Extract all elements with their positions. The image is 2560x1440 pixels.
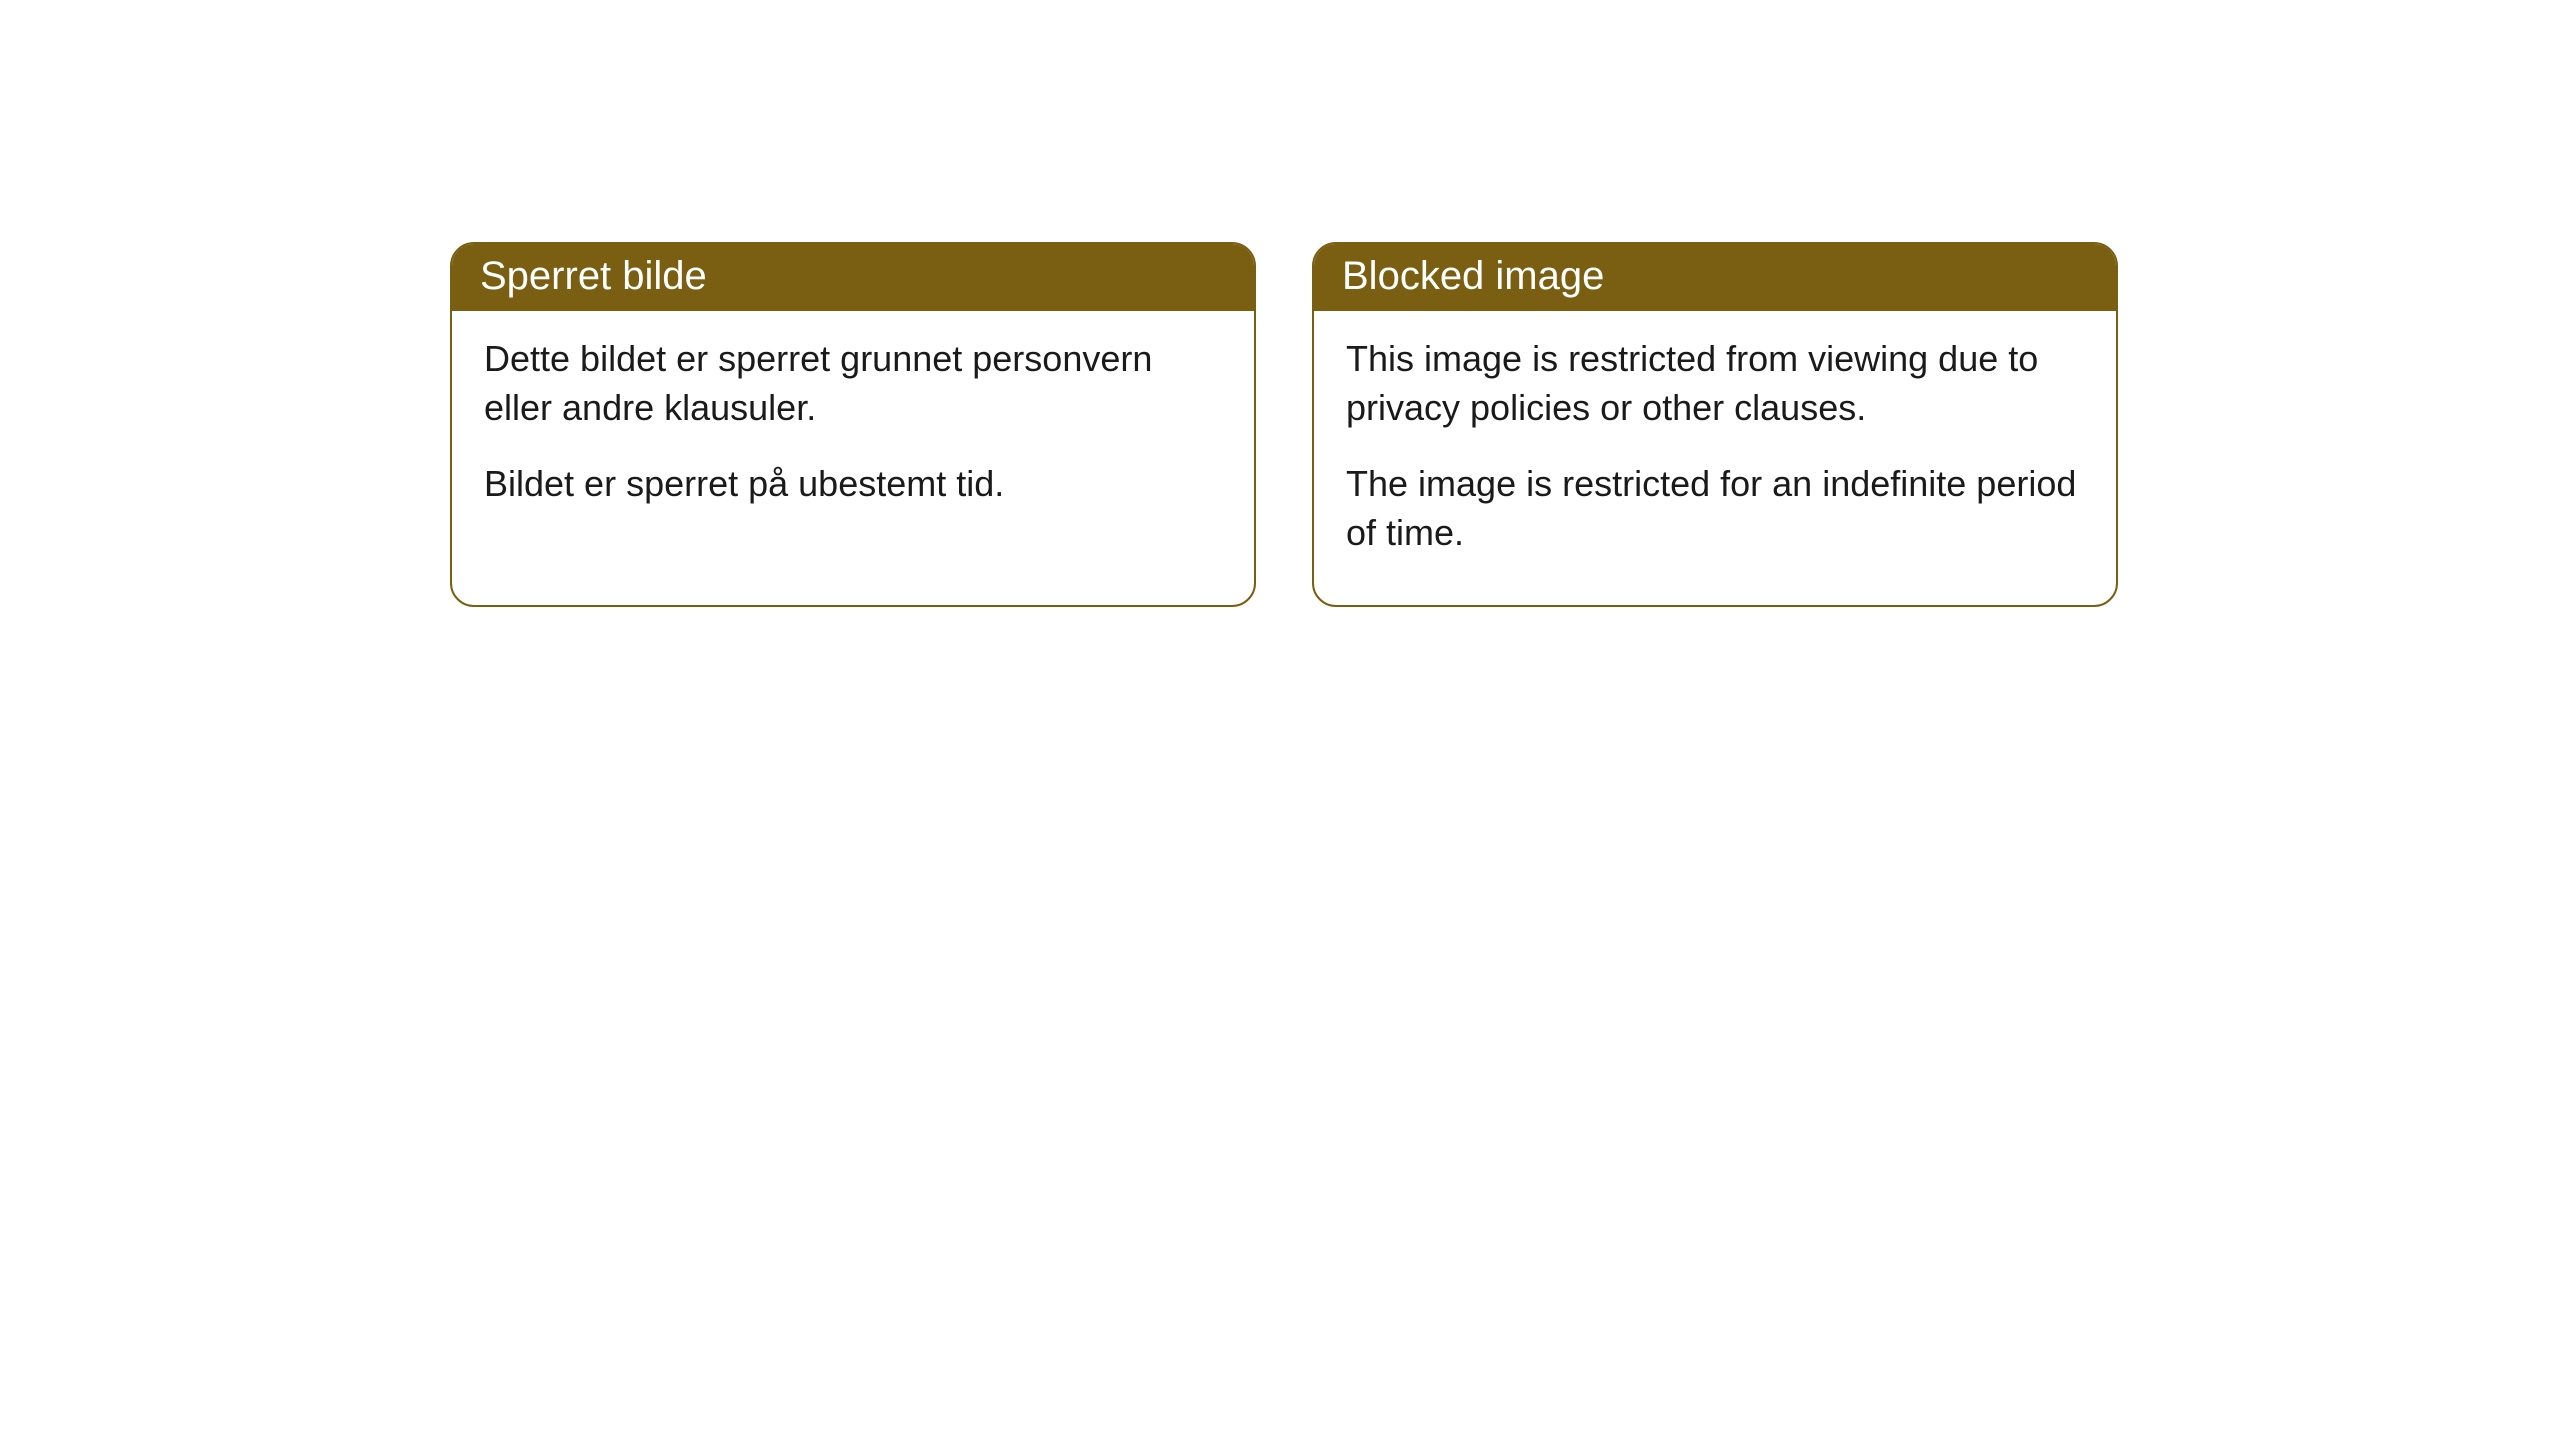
card-body-english: This image is restricted from viewing du… (1314, 311, 2116, 605)
card-body-norwegian: Dette bildet er sperret grunnet personve… (452, 311, 1254, 557)
card-paragraph: Bildet er sperret på ubestemt tid. (484, 460, 1222, 509)
card-header-norwegian: Sperret bilde (452, 244, 1254, 311)
card-header-english: Blocked image (1314, 244, 2116, 311)
card-paragraph: The image is restricted for an indefinit… (1346, 460, 2084, 557)
card-paragraph: Dette bildet er sperret grunnet personve… (484, 335, 1222, 432)
blocked-image-card-english: Blocked image This image is restricted f… (1312, 242, 2118, 607)
notice-cards-container: Sperret bilde Dette bildet er sperret gr… (0, 0, 2560, 607)
blocked-image-card-norwegian: Sperret bilde Dette bildet er sperret gr… (450, 242, 1256, 607)
card-paragraph: This image is restricted from viewing du… (1346, 335, 2084, 432)
